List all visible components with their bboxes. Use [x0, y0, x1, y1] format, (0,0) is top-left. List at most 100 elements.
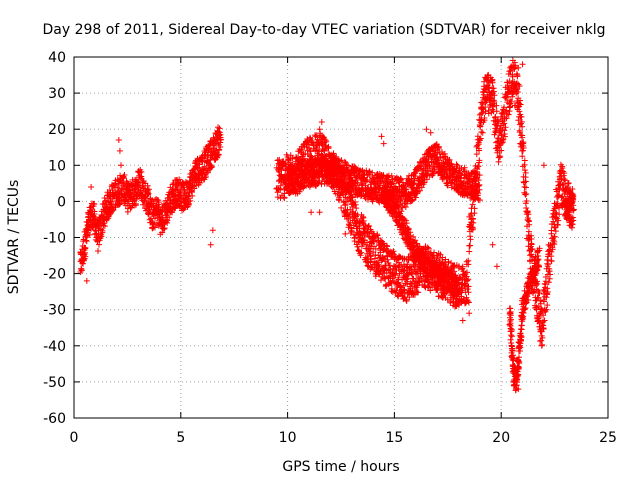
data-point	[506, 321, 513, 328]
data-point	[548, 227, 555, 234]
data-point	[559, 165, 566, 172]
data-point	[474, 171, 481, 178]
data-point	[188, 188, 195, 195]
x-axis-label: GPS time / hours	[282, 459, 399, 475]
data-point	[510, 352, 517, 359]
data-point	[516, 127, 523, 134]
outlier-point	[209, 227, 216, 234]
outlier-point	[308, 209, 315, 216]
data-point	[535, 256, 542, 263]
data-point	[398, 176, 405, 183]
data-point	[434, 144, 441, 151]
data-point	[525, 217, 532, 224]
data-point	[352, 201, 359, 208]
data-point	[465, 298, 472, 305]
data-point	[565, 180, 572, 187]
x-tick-label: 20	[492, 430, 510, 446]
data-point	[218, 136, 225, 143]
data-point	[477, 119, 484, 126]
outlier-point	[207, 241, 214, 248]
data-point	[552, 209, 559, 216]
data-point	[98, 233, 105, 240]
data-point	[424, 244, 431, 251]
data-point	[522, 178, 529, 185]
data-point	[393, 202, 400, 209]
data-point	[277, 182, 284, 189]
data-point	[516, 343, 523, 350]
data-point	[364, 229, 371, 236]
data-point	[473, 182, 480, 189]
data-point	[215, 151, 222, 158]
data-point	[126, 184, 133, 191]
data-point	[461, 164, 468, 171]
data-point	[420, 251, 427, 258]
outlier-point	[318, 118, 325, 125]
x-tick-label: 0	[70, 430, 79, 446]
data-point	[560, 172, 567, 179]
data-point	[415, 278, 422, 285]
data-point	[349, 194, 356, 201]
data-point	[516, 83, 523, 90]
data-point	[406, 294, 413, 301]
data-point	[493, 108, 500, 115]
data-point	[144, 182, 151, 189]
data-point	[544, 289, 551, 296]
data-point	[187, 197, 194, 204]
data-point	[545, 279, 552, 286]
data-point	[466, 248, 473, 255]
data-point	[553, 210, 560, 217]
data-point	[294, 174, 301, 181]
data-point	[551, 233, 558, 240]
data-point	[514, 73, 521, 80]
data-point	[521, 167, 528, 174]
data-point	[491, 98, 498, 105]
data-point	[549, 244, 556, 251]
outlier-point	[342, 230, 349, 237]
data-point	[354, 243, 361, 250]
data-point	[477, 135, 484, 142]
data-point	[303, 171, 310, 178]
data-point	[514, 375, 521, 382]
data-point	[298, 158, 305, 165]
data-point	[479, 129, 486, 136]
data-point	[421, 179, 428, 186]
data-point	[217, 131, 224, 138]
data-point	[426, 256, 433, 263]
data-point	[208, 163, 215, 170]
data-point	[358, 181, 365, 188]
data-point	[360, 214, 367, 221]
data-point	[369, 198, 376, 205]
outlier-point	[380, 140, 387, 147]
data-point	[77, 269, 84, 276]
data-point	[485, 84, 492, 91]
data-point	[543, 294, 550, 301]
data-point	[547, 271, 554, 278]
data-point	[189, 192, 196, 199]
y-tick-label: 10	[48, 158, 66, 174]
data-point	[550, 237, 557, 244]
data-point	[505, 111, 512, 118]
data-point	[331, 153, 338, 160]
data-point	[99, 227, 106, 234]
data-point	[463, 269, 470, 276]
data-point	[470, 225, 477, 232]
data-point	[114, 184, 121, 191]
data-point	[517, 337, 524, 344]
data-point	[353, 205, 360, 212]
data-point	[561, 170, 568, 177]
data-point	[491, 92, 498, 99]
data-point	[555, 217, 562, 224]
data-point	[478, 129, 485, 136]
data-point	[522, 184, 529, 191]
data-point	[171, 192, 178, 199]
data-point	[465, 261, 472, 268]
outlier-point	[83, 277, 90, 284]
data-point	[567, 203, 574, 210]
data-point	[140, 201, 147, 208]
data-point	[472, 193, 479, 200]
outlier-point	[427, 129, 434, 136]
data-point	[364, 255, 371, 262]
data-point	[501, 104, 508, 111]
data-point	[570, 202, 577, 209]
